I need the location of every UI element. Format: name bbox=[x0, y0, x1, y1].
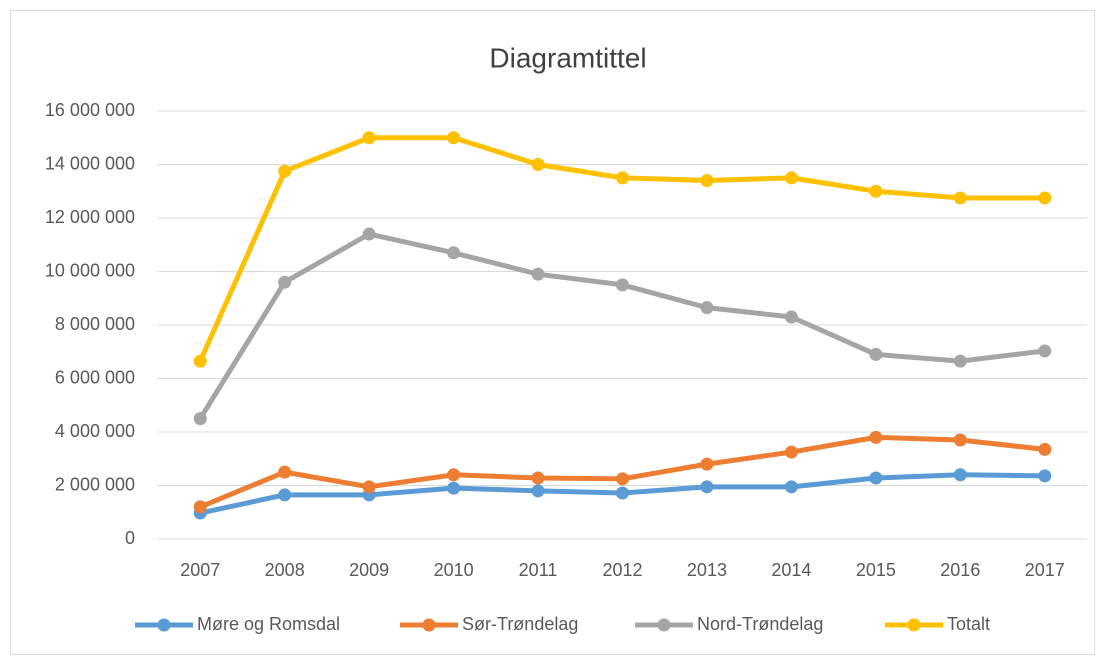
y-tick-label: 10 000 000 bbox=[45, 260, 135, 280]
marker bbox=[953, 433, 967, 447]
marker bbox=[784, 480, 798, 494]
marker bbox=[362, 227, 376, 241]
marker bbox=[531, 158, 545, 171]
marker bbox=[1038, 344, 1052, 358]
x-tick-label: 2016 bbox=[940, 560, 980, 580]
y-tick-label: 2 000 000 bbox=[55, 474, 135, 494]
y-tick-label: 4 000 000 bbox=[55, 421, 135, 441]
marker bbox=[278, 164, 292, 178]
marker bbox=[700, 174, 714, 188]
marker bbox=[616, 486, 629, 500]
marker bbox=[278, 465, 292, 479]
marker bbox=[447, 481, 461, 495]
marker bbox=[784, 445, 798, 459]
y-tick-label: 16 000 000 bbox=[45, 100, 135, 120]
y-tick-label: 6 000 000 bbox=[55, 367, 135, 387]
marker bbox=[869, 347, 883, 361]
marker bbox=[278, 275, 292, 289]
marker bbox=[362, 131, 376, 145]
legend-marker bbox=[422, 618, 436, 632]
x-tick-label: 2009 bbox=[349, 560, 389, 580]
x-tick-label: 2013 bbox=[687, 560, 727, 580]
y-tick-label: 0 bbox=[125, 528, 135, 548]
x-tick-label: 2012 bbox=[602, 560, 642, 580]
marker bbox=[531, 484, 545, 498]
marker bbox=[362, 480, 376, 494]
marker bbox=[447, 246, 461, 260]
legend-marker bbox=[157, 618, 171, 632]
chart-title: Diagramtittel bbox=[489, 42, 646, 73]
marker bbox=[1038, 469, 1052, 483]
legend-label: Totalt bbox=[947, 614, 990, 634]
marker bbox=[193, 354, 207, 368]
x-tick-label: 2015 bbox=[856, 560, 896, 580]
marker bbox=[193, 500, 207, 514]
marker bbox=[700, 480, 714, 494]
marker bbox=[616, 472, 629, 486]
marker bbox=[531, 471, 545, 485]
x-tick-label: 2011 bbox=[519, 560, 558, 580]
legend-label: Nord-Trøndelag bbox=[697, 614, 823, 634]
marker bbox=[616, 278, 629, 292]
marker bbox=[953, 354, 967, 368]
marker bbox=[531, 267, 545, 281]
marker bbox=[784, 310, 798, 324]
chart-border bbox=[10, 10, 1095, 655]
marker bbox=[869, 184, 883, 198]
legend-label: Møre og Romsdal bbox=[197, 614, 340, 634]
marker bbox=[193, 412, 207, 426]
x-tick-label: 2017 bbox=[1025, 560, 1065, 580]
marker bbox=[953, 191, 967, 205]
legend-marker bbox=[657, 618, 671, 632]
marker bbox=[700, 301, 714, 315]
marker bbox=[278, 488, 292, 502]
marker bbox=[1038, 191, 1052, 205]
y-tick-label: 14 000 000 bbox=[45, 153, 135, 173]
marker bbox=[784, 171, 798, 185]
x-tick-label: 2007 bbox=[180, 560, 220, 580]
x-tick-label: 2008 bbox=[265, 560, 305, 580]
marker bbox=[869, 430, 883, 444]
marker bbox=[869, 471, 883, 485]
marker bbox=[616, 171, 629, 185]
marker bbox=[953, 468, 967, 482]
marker bbox=[447, 131, 461, 145]
x-tick-label: 2010 bbox=[434, 560, 474, 580]
marker bbox=[1038, 442, 1052, 456]
legend-marker bbox=[907, 618, 921, 632]
legend-label: Sør-Trøndelag bbox=[462, 614, 578, 634]
x-tick-label: 2014 bbox=[771, 560, 811, 580]
marker bbox=[447, 468, 461, 482]
y-tick-label: 8 000 000 bbox=[55, 314, 135, 334]
y-tick-label: 12 000 000 bbox=[45, 207, 135, 227]
marker bbox=[700, 457, 714, 471]
